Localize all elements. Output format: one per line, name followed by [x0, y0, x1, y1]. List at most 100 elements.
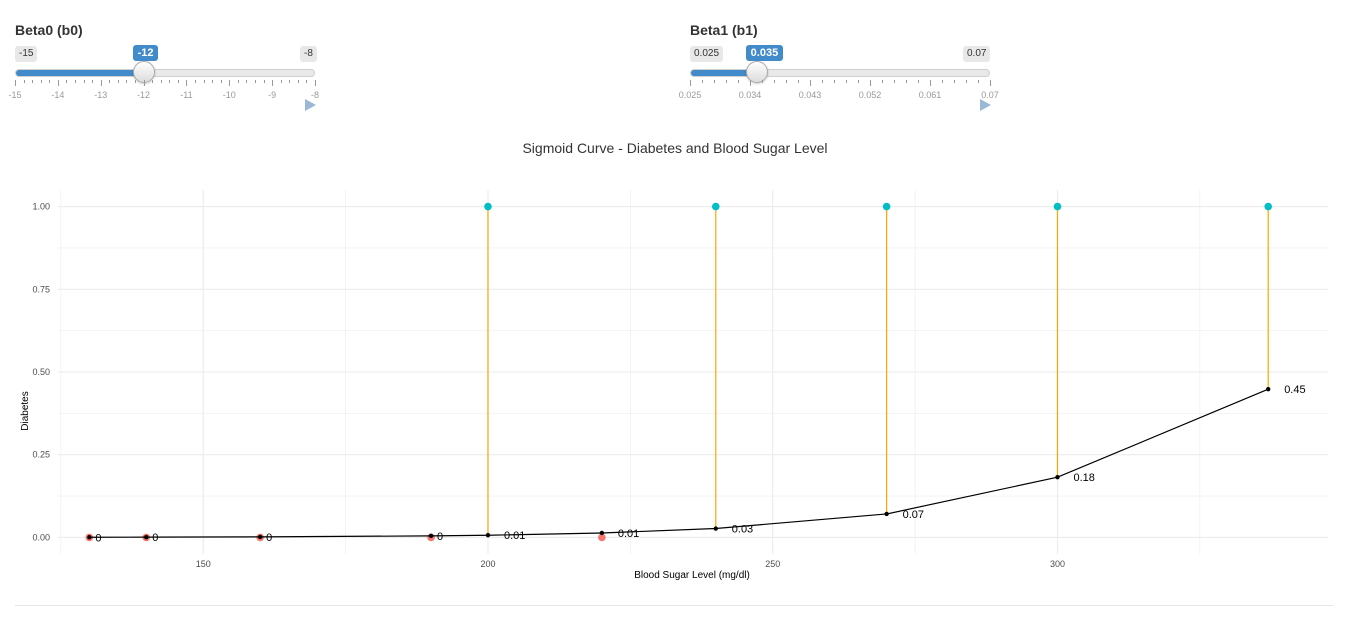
slider-minor-tick [918, 80, 919, 83]
slider-minor-tick [152, 80, 154, 83]
slider-minor-tick [212, 80, 214, 83]
curve-point [1055, 475, 1060, 480]
slider-tick-label: -9 [268, 90, 277, 100]
slider-minor-tick [237, 80, 239, 83]
slider-minor-tick [75, 80, 76, 83]
slider-tick-label: 0.034 [738, 90, 762, 100]
slider-minor-tick [726, 80, 727, 83]
slider-beta1-handle[interactable] [745, 61, 768, 83]
slider-tick [990, 80, 991, 86]
slider-minor-tick [203, 80, 205, 83]
curve-point-label: 0 [152, 532, 158, 544]
play-icon[interactable] [305, 99, 316, 111]
slider-minor-tick [738, 80, 739, 83]
slider-minor-tick [834, 80, 835, 83]
observation-point-class1 [882, 202, 891, 211]
slider-minor-tick [109, 80, 111, 83]
slider-tick [930, 80, 931, 86]
slider-beta1-min-label: 0.025 [690, 46, 724, 62]
slider-minor-tick [786, 80, 787, 83]
curve-point-label: 0.03 [732, 524, 753, 536]
y-tick-label: 1.00 [32, 202, 50, 212]
chart-axes: 150 200 250 300 0.00 0.25 0.50 0.75 1.00 [32, 202, 1065, 569]
curve-point [144, 534, 149, 540]
curve-point [257, 534, 263, 540]
slider-minor-tick [83, 80, 85, 83]
slider-minor-tick [280, 80, 282, 83]
x-tick-label: 250 [765, 559, 780, 569]
slider-tick-label: 0.025 [678, 90, 702, 100]
slider-minor-tick [762, 80, 763, 83]
slider-minor-tick [306, 80, 308, 83]
slider-minor-tick [297, 80, 299, 83]
slider-beta1-track[interactable] [690, 69, 990, 77]
chart-title: Sigmoid Curve - Diabetes and Blood Sugar… [522, 140, 827, 156]
slider-tick [272, 80, 274, 86]
x-tick-label: 300 [1050, 559, 1065, 569]
observation-point-class1 [711, 202, 720, 211]
sigmoid-line [89, 388, 1269, 538]
residual-lines [88, 206, 1269, 538]
x-axis-label: Blood Sugar Level (mg/dl) [634, 570, 750, 581]
slider-minor-tick [702, 80, 703, 83]
slider-beta0-min-label: -15 [15, 46, 38, 62]
curve-point [884, 511, 889, 517]
slider-beta1-fill [691, 70, 758, 76]
slider-tick [57, 80, 59, 86]
curve-point [599, 530, 605, 536]
slider-minor-tick [846, 80, 847, 83]
y-tick-label: 0.50 [32, 367, 50, 377]
slider-minor-tick [32, 80, 34, 83]
curve-point-label: 0 [95, 532, 101, 544]
curve-point-label: 0 [266, 532, 272, 544]
slider-tick-label: -14 [51, 90, 65, 100]
sigmoid-chart: Sigmoid Curve - Diabetes and Blood Sugar… [20, 140, 1328, 581]
slider-minor-tick [92, 80, 94, 83]
curve-point [1266, 387, 1271, 392]
divider [15, 605, 1333, 606]
slider-tick [315, 80, 316, 86]
slider-beta1-max-label: 0.07 [963, 46, 991, 62]
slider-tick-label: 0.052 [858, 90, 882, 100]
slider-tick [690, 80, 691, 86]
slider-beta0: Beta0 (b0) -15 -8 -12 -15 -14 -13 -12 -11 -10… [8, 22, 319, 117]
x-tick-label: 150 [196, 559, 211, 569]
slider-tick [870, 80, 871, 86]
slider-minor-tick [135, 80, 136, 83]
curve-point [87, 535, 92, 540]
sigmoid-curve: 0 0 0 0 0.01 0.01 0.03 0.07 0.18 0.45 [87, 384, 1306, 544]
slider-tick-label: -12 [137, 90, 151, 100]
slider-minor-tick [49, 80, 51, 83]
curve-point-label: 0.01 [504, 530, 525, 542]
slider-beta0-track[interactable] [15, 69, 315, 77]
slider-minor-tick [978, 80, 979, 83]
slider-minor-tick [882, 80, 883, 83]
slider-minor-tick [169, 80, 171, 83]
slider-minor-tick [263, 80, 265, 83]
curve-point [713, 526, 718, 531]
slider-tick [143, 80, 145, 86]
slider-minor-tick [117, 80, 119, 83]
slider-tick-label: 0.07 [981, 90, 999, 100]
curve-point-label: 0 [437, 531, 443, 543]
slider-tick [186, 80, 188, 86]
slider-beta0-title: Beta0 (b0) [15, 22, 83, 38]
slider-minor-tick [40, 80, 42, 83]
slider-tick-label: 0.061 [918, 90, 942, 100]
slider-minor-tick [246, 80, 248, 83]
slider-minor-tick [289, 80, 291, 83]
observation-point-class0 [598, 533, 606, 542]
slider-tick-label: -15 [8, 90, 22, 100]
curve-point-label: 0.07 [903, 509, 924, 521]
slider-minor-tick [798, 80, 799, 83]
slider-tick [15, 80, 16, 86]
curve-point [485, 533, 491, 538]
slider-minor-tick [894, 80, 895, 83]
curve-point-label: 0.18 [1073, 472, 1094, 484]
slider-beta1-value-label: 0.035 [745, 45, 784, 61]
chart-grid [58, 190, 1328, 554]
play-icon[interactable] [980, 99, 991, 111]
slider-beta0-value-label: -12 [132, 45, 159, 61]
slider-tick-label: -11 [180, 90, 193, 100]
slider-minor-tick [858, 80, 859, 83]
